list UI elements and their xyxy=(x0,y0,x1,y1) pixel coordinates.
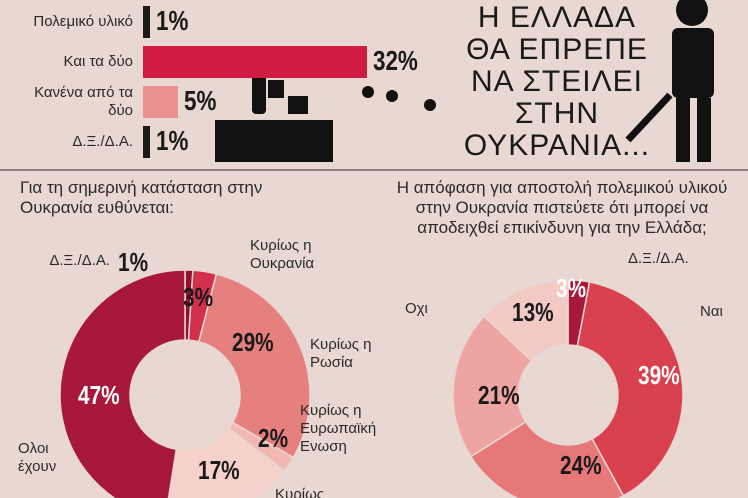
value-label: 47% xyxy=(78,380,120,410)
value-label: 3% xyxy=(556,273,587,303)
value-label: 1% xyxy=(156,125,189,156)
value-label: 13% xyxy=(512,297,554,327)
bar xyxy=(143,86,178,118)
rifle-icon xyxy=(625,92,673,143)
slice-label: Κυρίως η Ουκρανία xyxy=(250,237,315,272)
bar-label: Κανένα από τα δύο xyxy=(34,84,133,119)
soldier-icon xyxy=(676,0,708,26)
value-label: 2% xyxy=(258,423,289,453)
bar-label: Και τα δύο xyxy=(63,53,133,70)
slice-label: Κυρίως η Ρωσία xyxy=(310,336,372,371)
value-label: 17% xyxy=(198,455,240,485)
person-icon xyxy=(386,90,398,102)
value-label: 3% xyxy=(183,282,214,312)
platform-icon xyxy=(215,120,333,162)
donut-slice xyxy=(167,427,286,498)
value-label: 5% xyxy=(184,85,217,116)
bar-label: Πολεμικό υλικό xyxy=(33,13,133,30)
donut-slice xyxy=(197,273,311,459)
title: Η ΕΛΛΑΔΑ ΘΑ ΕΠΡΕΠΕ ΝΑ ΣΤΕΙΛΕΙ ΣΤΗΝ ΟΥΚΡΑ… xyxy=(463,1,651,162)
box-icon xyxy=(268,80,284,98)
value-label: 21% xyxy=(478,380,520,410)
soldier-icon xyxy=(676,98,690,162)
value-label: 39% xyxy=(638,360,680,390)
value-label: 1% xyxy=(156,5,189,36)
slice-label: Ναι xyxy=(700,303,723,320)
bar xyxy=(143,126,150,158)
slice-label: Κυρίως η Ευρωπαϊκή Ενωση xyxy=(300,402,377,455)
value-label: 24% xyxy=(560,450,602,480)
slice-label: Δ.Ξ./Δ.Α. xyxy=(49,252,110,269)
donut-slice xyxy=(469,420,625,498)
bar-label: Δ.Ξ./Δ.Α. xyxy=(72,133,133,150)
chart-title: Για τη σημερινή κατάσταση στην Ουκρανία … xyxy=(20,178,263,217)
bar xyxy=(143,46,367,78)
person-icon xyxy=(424,99,436,111)
value-label: 32% xyxy=(373,45,418,76)
soldier-icon xyxy=(697,98,711,162)
person-icon xyxy=(362,86,374,98)
slice-label: Δ.Ξ./Δ.Α. xyxy=(628,250,689,267)
value-label: 1% xyxy=(118,247,149,277)
donut-slice xyxy=(452,315,533,458)
donut-slice xyxy=(59,269,186,498)
donut-slice xyxy=(576,281,684,497)
slice-label: Κυρίως xyxy=(275,486,325,498)
bar xyxy=(143,6,150,38)
value-label: 29% xyxy=(232,327,274,357)
soldier-icon xyxy=(672,28,714,98)
donut-slice xyxy=(483,279,569,362)
slice-label: Ολοι έχουν xyxy=(18,440,57,475)
chart-title: Η απόφαση για αποστολή πολεμικού υλικού … xyxy=(396,178,728,237)
slice-label: Οχι xyxy=(405,300,428,317)
box-icon xyxy=(288,96,308,114)
